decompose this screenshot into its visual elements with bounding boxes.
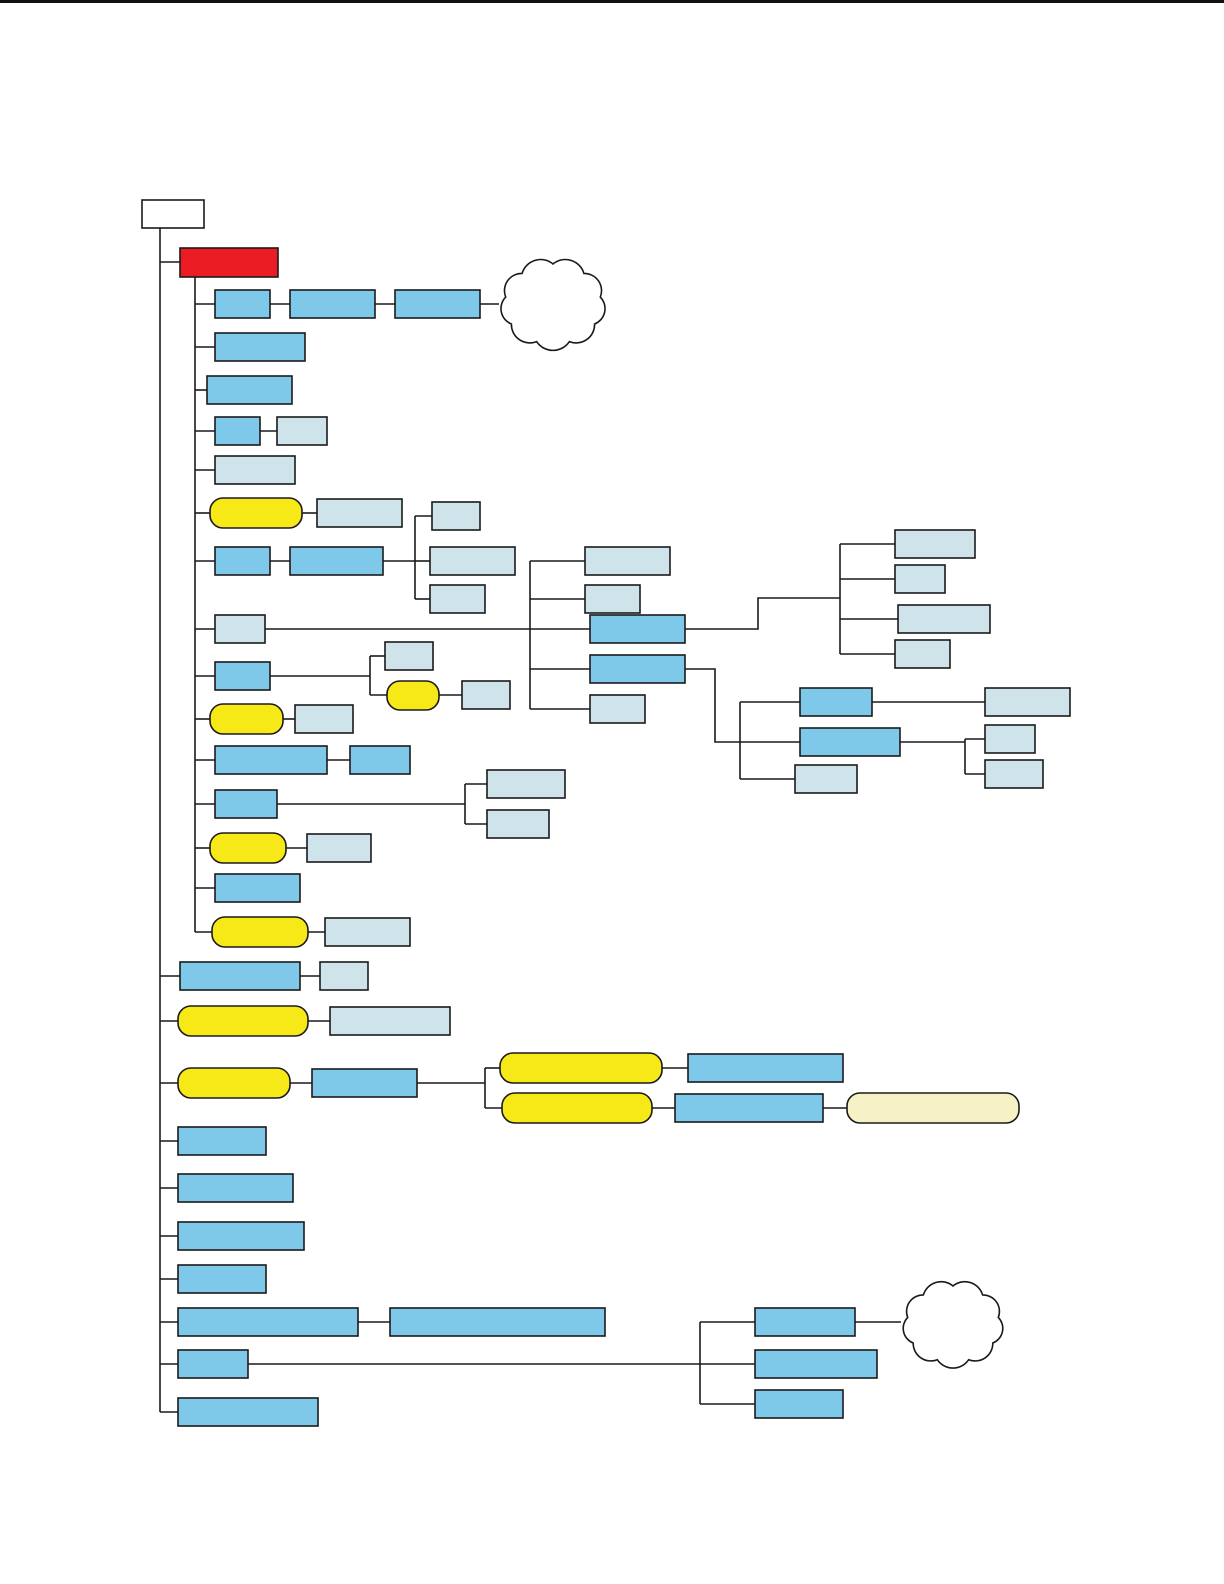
flowchart-node-a2	[289, 289, 376, 319]
flowchart-node-r2	[311, 1068, 418, 1098]
flowchart-node-j2	[894, 564, 946, 594]
flowchart-node-p1	[179, 961, 301, 991]
flowchart-node-j4	[894, 639, 951, 669]
flowchart-node-g1	[214, 546, 271, 576]
flowchart-node-x1	[754, 1307, 856, 1337]
flowchart-node-o1	[211, 916, 309, 948]
flowchart-node-l2	[486, 769, 566, 799]
flowchart-node-k6	[984, 759, 1044, 789]
flowchart-node-j1	[894, 529, 976, 559]
flowchart-node-l1	[214, 789, 278, 819]
flowchart-node-j3	[897, 604, 991, 634]
flowchart-node-i2	[384, 641, 434, 671]
flowchart-node-s1	[177, 1126, 267, 1156]
flowchart-node-y1	[177, 1397, 319, 1427]
edges-layer	[159, 228, 985, 1413]
flowchart-node-e1	[214, 455, 296, 485]
flowchart-node-x3	[754, 1389, 844, 1419]
flowchart-node-g2	[289, 546, 384, 576]
flowchart-node-w2	[389, 1307, 606, 1337]
flowchart-node-jj1	[209, 703, 284, 735]
flowchart-node-r7	[846, 1092, 1020, 1124]
flowchart-node-h4	[589, 654, 686, 684]
flowchart-node-h2	[584, 584, 641, 614]
flowchart-node-k3	[794, 764, 858, 794]
flowchart-node-l3	[486, 809, 550, 839]
flowchart-node-k1	[799, 687, 873, 717]
flowchart-node-p2	[319, 961, 369, 991]
flowchart-node-x2	[754, 1349, 878, 1379]
flowchart-node-root-box	[141, 199, 205, 229]
flowchart-node-red-header	[179, 247, 279, 278]
flowchart-node-g5	[429, 584, 486, 614]
flowchart-node-b1	[214, 332, 306, 362]
flowchart-node-m1	[209, 832, 287, 864]
flowchart-node-d1	[214, 416, 261, 446]
flowchart-node-h3	[589, 614, 686, 644]
cloud-shape-cloud-top	[500, 258, 606, 352]
flowchart-node-c1	[206, 375, 293, 405]
flowchart-node-a1	[214, 289, 271, 319]
flowchart-node-f1	[209, 497, 303, 529]
flowchart-node-h0	[214, 614, 266, 644]
flowchart-node-q1	[177, 1005, 309, 1037]
flowchart-node-h5	[589, 694, 646, 724]
flowchart-node-r5	[501, 1092, 653, 1124]
flowchart-node-jj2	[294, 704, 354, 734]
flowchart-node-g3	[431, 501, 481, 531]
flowchart-node-k5	[984, 724, 1036, 754]
flowchart-node-r3	[499, 1052, 663, 1084]
flowchart-node-r4	[687, 1053, 844, 1083]
flowchart-node-h1	[584, 546, 671, 576]
connector-h4-k	[685, 668, 740, 743]
flowchart-node-v1	[177, 1264, 267, 1294]
flowchart-node-i1	[214, 661, 271, 691]
flowchart-node-a3	[394, 289, 481, 319]
flowchart-node-i3	[386, 680, 440, 711]
flowchart-node-kk1	[214, 745, 328, 775]
flowchart-node-r6	[674, 1093, 824, 1123]
flowchart-node-o2	[324, 917, 411, 947]
flowchart-node-f2	[316, 498, 403, 528]
flowchart-node-g4	[429, 546, 516, 576]
flowchart-node-t1	[177, 1173, 294, 1203]
flowchart-node-d2	[276, 416, 328, 446]
connector-h3-j	[685, 597, 840, 630]
flowchart-node-x0	[177, 1349, 249, 1379]
flowchart-node-m2	[306, 833, 372, 863]
flowchart-node-n1	[214, 873, 301, 903]
page-top-border	[0, 0, 1224, 3]
flowchart-node-w1	[177, 1307, 359, 1337]
flowchart-node-q2	[329, 1006, 451, 1036]
cloud-shape-cloud-bottom	[902, 1280, 1004, 1369]
flowchart-node-k4	[984, 687, 1071, 717]
nodes-layer	[141, 199, 1071, 1427]
flowchart-node-k2	[799, 727, 901, 757]
flowchart-node-r1	[177, 1067, 291, 1099]
flowchart-node-kk2	[349, 745, 411, 775]
clouds-layer	[500, 258, 1004, 1369]
flowchart-node-i4	[461, 680, 511, 710]
flowchart-node-u1	[177, 1221, 305, 1251]
